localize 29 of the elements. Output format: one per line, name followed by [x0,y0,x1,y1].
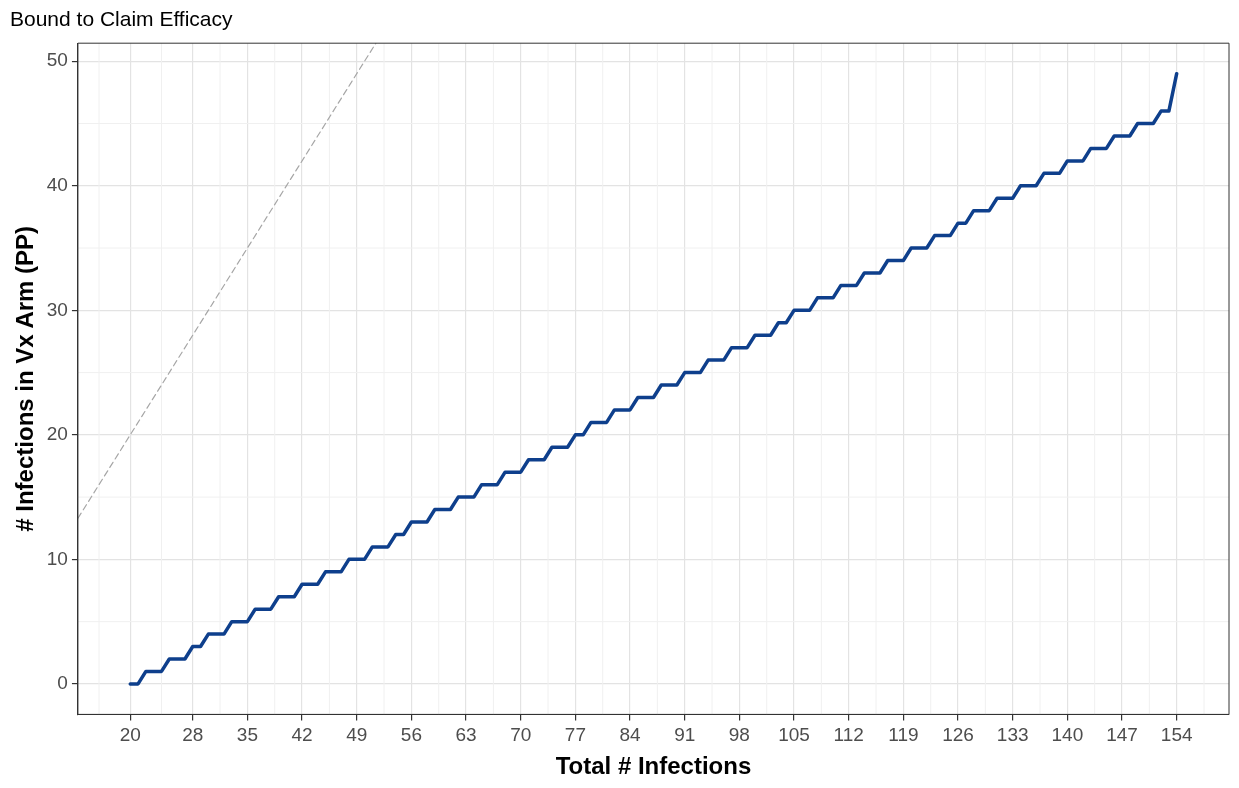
y-tick-label: 40 [46,174,68,196]
x-tick-label: 63 [455,724,477,746]
y-tick-label: 50 [46,49,68,71]
y-tick-label: 30 [46,298,68,320]
x-tick-label: 42 [291,724,313,746]
x-axis-title: Total # Infections [555,752,752,780]
x-tick-label: 98 [728,724,750,746]
x-tick-label: 147 [1106,724,1138,746]
x-tick-label: 154 [1160,724,1193,746]
x-tick-label: 91 [674,724,696,746]
y-tick-label: 10 [46,547,68,569]
x-tick-label: 28 [182,724,204,746]
chart-title: Bound to Claim Efficacy [10,7,234,31]
x-tick-label: 49 [346,724,368,746]
x-tick-label: 119 [888,724,919,746]
y-tick-label: 20 [46,423,68,445]
x-tick-label: 84 [619,724,642,746]
y-axis-title: # Infections in Vx Arm (PP) [11,225,39,532]
x-tick-label: 133 [996,724,1029,746]
x-tick-label: 20 [119,724,141,746]
x-tick-label: 35 [236,724,258,746]
x-tick-label: 126 [942,724,974,746]
x-tick-label: 70 [510,724,532,746]
x-tick-label: 77 [564,724,586,746]
y-tick-label: 0 [57,672,68,694]
x-tick-label: 56 [400,724,422,746]
x-tick-label: 112 [833,724,864,746]
x-tick-label: 140 [1051,724,1084,746]
x-tick-label: 105 [778,724,810,746]
